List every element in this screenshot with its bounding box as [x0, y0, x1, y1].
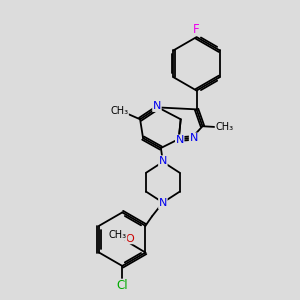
Text: CH₃: CH₃ [215, 122, 233, 132]
Text: F: F [193, 22, 200, 36]
Text: Cl: Cl [116, 279, 128, 292]
Text: N: N [189, 133, 198, 143]
Text: N: N [153, 101, 161, 111]
Text: N: N [159, 199, 167, 208]
Text: N: N [159, 156, 167, 166]
Text: N: N [176, 135, 184, 145]
Text: O: O [125, 234, 134, 244]
Text: CH₃: CH₃ [110, 106, 128, 116]
Text: CH₃: CH₃ [109, 230, 127, 240]
